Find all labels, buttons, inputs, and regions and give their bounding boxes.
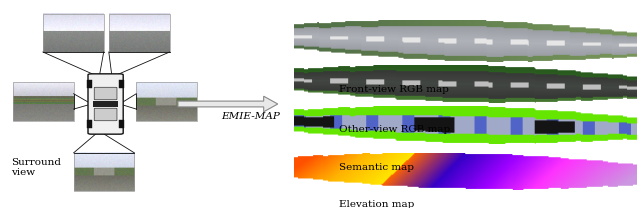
FancyBboxPatch shape — [94, 108, 117, 121]
FancyArrow shape — [178, 96, 278, 112]
Bar — [13, 82, 74, 121]
Bar — [87, 120, 92, 128]
Bar — [109, 14, 170, 52]
Text: Semantic map: Semantic map — [339, 163, 414, 172]
Bar — [136, 82, 197, 121]
Text: Elevation map: Elevation map — [339, 200, 415, 208]
Text: Other-view RGB map: Other-view RGB map — [339, 125, 451, 134]
Bar — [119, 80, 124, 88]
FancyBboxPatch shape — [88, 74, 123, 134]
Bar — [43, 14, 104, 52]
Text: Surround
view: Surround view — [12, 158, 61, 177]
Text: Front-view RGB map: Front-view RGB map — [339, 85, 449, 94]
FancyBboxPatch shape — [94, 87, 117, 100]
Bar — [93, 101, 118, 107]
Text: EMIE-MAP: EMIE-MAP — [221, 112, 280, 121]
Bar — [119, 120, 124, 128]
Bar — [87, 80, 92, 88]
Bar — [74, 153, 134, 191]
